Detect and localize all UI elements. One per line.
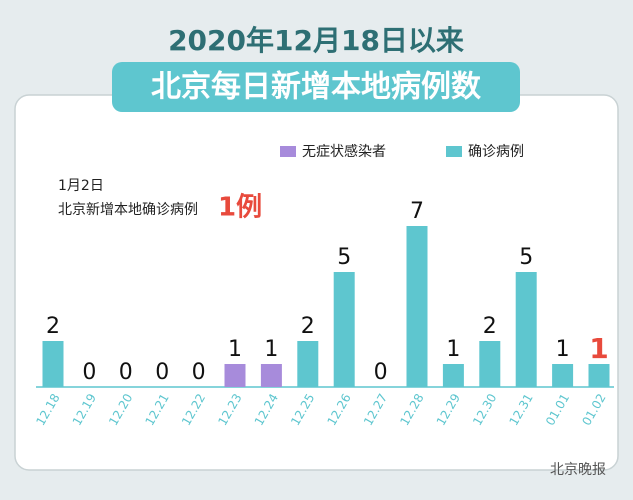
source: 北京晚报 bbox=[550, 462, 606, 478]
bar bbox=[588, 364, 610, 387]
value-label: 1 bbox=[264, 337, 278, 362]
value-label: 1 bbox=[228, 337, 242, 362]
value-label: 2 bbox=[301, 314, 315, 339]
legend-swatch bbox=[446, 146, 462, 157]
bar bbox=[333, 272, 355, 387]
chart-subtitle: 北京每日新增本地病例数 bbox=[151, 70, 482, 105]
value-label: 1 bbox=[589, 332, 608, 365]
value-label: 0 bbox=[82, 360, 96, 385]
value-label: 5 bbox=[519, 245, 533, 270]
bar bbox=[515, 272, 537, 387]
bar bbox=[260, 364, 282, 387]
annotation: 1月2日 bbox=[58, 178, 104, 194]
bar bbox=[442, 364, 464, 387]
bar bbox=[297, 341, 319, 387]
value-label: 0 bbox=[155, 360, 169, 385]
value-label: 0 bbox=[374, 360, 388, 385]
legend-label: 确诊病例 bbox=[468, 144, 524, 160]
value-label: 2 bbox=[46, 314, 60, 339]
subtitle-box bbox=[112, 62, 520, 112]
value-label: 5 bbox=[337, 245, 351, 270]
value-label: 1 bbox=[556, 337, 570, 362]
bar bbox=[42, 341, 64, 387]
bar bbox=[479, 341, 501, 387]
bar bbox=[224, 364, 246, 387]
legend-swatch bbox=[280, 146, 296, 157]
value-label: 0 bbox=[192, 360, 206, 385]
annotation-highlight: 1例 bbox=[218, 193, 262, 223]
chart-title: 2020年12月18日以来 bbox=[168, 24, 464, 57]
value-label: 0 bbox=[119, 360, 133, 385]
value-label: 1 bbox=[446, 337, 460, 362]
legend-label: 无症状感染者 bbox=[302, 143, 386, 160]
annotation: 北京新增本地确诊病例 bbox=[58, 202, 198, 218]
bar bbox=[406, 226, 428, 387]
value-label: 2 bbox=[483, 314, 497, 339]
bar bbox=[552, 364, 574, 387]
value-label: 7 bbox=[410, 199, 424, 224]
